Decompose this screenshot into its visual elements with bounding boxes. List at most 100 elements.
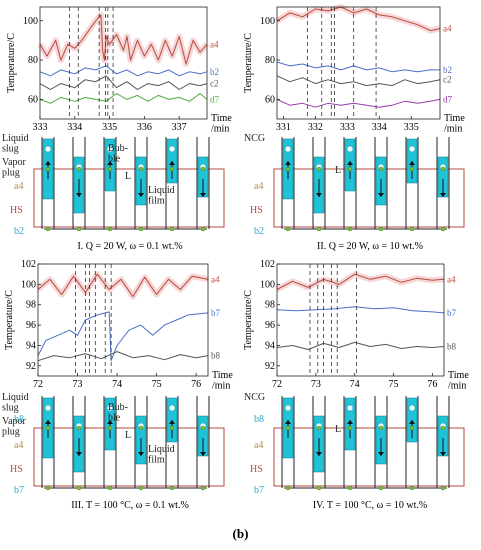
sensor-dot	[45, 425, 51, 431]
x-tick-label-3: 336	[137, 122, 152, 133]
legend-label-b8: b8	[211, 351, 221, 361]
flow-arrow-head	[409, 161, 415, 165]
legend-label-c2: c2	[210, 79, 219, 89]
y-tick-label-1: 80	[265, 55, 275, 66]
series-line-a4	[39, 14, 208, 65]
series-line-b7	[37, 311, 209, 362]
flow-arrow-head	[285, 161, 291, 165]
flow-arrow-head	[316, 452, 322, 456]
x-axis-label: Time/min	[444, 113, 465, 135]
sensor-dot	[440, 425, 446, 431]
bubble	[44, 145, 52, 153]
sensor-dot	[45, 226, 51, 232]
plot-frame	[276, 263, 445, 377]
annotation-4: b8	[254, 414, 264, 425]
annotation-1: L	[335, 424, 341, 435]
flow-arrow-head	[378, 452, 384, 456]
sensor-dot	[378, 166, 384, 172]
annotation-6: HS	[10, 205, 23, 216]
y-tick-label-0: 60	[28, 94, 38, 105]
x-tick-label-4: 335	[404, 122, 419, 133]
sensor-dot	[138, 425, 144, 431]
bubble	[284, 404, 292, 412]
bubble	[44, 404, 52, 412]
sensor-dot	[169, 485, 175, 491]
flow-arrow-head	[138, 452, 144, 456]
annotation-7: b8	[14, 414, 24, 425]
x-tick-label-1: 73	[311, 379, 321, 390]
heat-section-frame	[273, 168, 465, 228]
sensor-dot	[316, 485, 322, 491]
x-tick-label-2: 333	[340, 122, 355, 133]
annotation-0: NCG	[244, 133, 265, 144]
bubble	[168, 404, 176, 412]
flow-arrow-head	[138, 193, 144, 197]
sensor-dot	[378, 485, 384, 491]
bubble	[284, 145, 292, 153]
bubble	[168, 145, 176, 153]
bubble	[346, 404, 354, 412]
series-line-d7	[39, 93, 208, 104]
flow-arrow-head	[200, 452, 206, 456]
flow-arrow-head	[76, 452, 82, 456]
annotation-1: Vapor plug	[2, 416, 27, 438]
annotation-2: a4	[254, 181, 263, 192]
sensor-dot	[440, 226, 446, 232]
annotation-3: HS	[250, 205, 263, 216]
y-tick-label-1: 94	[26, 340, 36, 351]
sensor-dot	[347, 226, 353, 232]
series-line-b2	[276, 61, 440, 73]
sensor-dot	[200, 226, 206, 232]
annotation-0: Liquid slug	[2, 392, 29, 414]
legend-label-d7: d7	[210, 94, 220, 104]
sensor-dot	[285, 425, 291, 431]
series-band-a4	[37, 11, 210, 67]
annotation-2: Bub-ble	[108, 143, 128, 165]
annotation-5: a4	[14, 440, 23, 451]
bubble	[408, 404, 416, 412]
sensor-dot	[76, 485, 82, 491]
x-axis-label: Time/min	[448, 370, 469, 392]
x-tick-label-4: 76	[191, 379, 201, 390]
annotation-5: a4	[14, 181, 23, 192]
series-band-a4	[36, 271, 209, 300]
flow-arrow-head	[76, 193, 82, 197]
sensor-dot	[285, 166, 291, 172]
series-line-d7	[276, 98, 441, 108]
x-tick-label-3: 75	[389, 379, 399, 390]
sensor-dot	[76, 226, 82, 232]
x-tick-label-3: 334	[372, 122, 387, 133]
x-axis-label: Time/min	[211, 113, 232, 135]
sensor-dot	[316, 166, 322, 172]
panel-caption: I. Q = 20 W, ω = 0.1 wt.%	[77, 241, 182, 252]
legend-label-b8: b8	[447, 341, 457, 351]
x-tick-label-0: 331	[276, 122, 291, 133]
y-tick-label-0: 60	[265, 94, 275, 105]
sensor-dot	[107, 425, 113, 431]
annotation-8: b7	[14, 485, 24, 496]
series-line-b7	[276, 306, 445, 314]
y-tick-label-5: 102	[21, 259, 36, 270]
x-tick-label-2: 74	[350, 379, 360, 390]
legend-label-b7: b7	[211, 308, 221, 318]
sensor-dot	[138, 166, 144, 172]
bubble	[346, 145, 354, 153]
plot-frame	[37, 263, 209, 377]
y-tick-label-2: 96	[26, 320, 36, 331]
flow-arrow-head	[409, 420, 415, 424]
annotation-4: Liquid film	[148, 185, 175, 207]
annotation-2: a4	[254, 440, 263, 451]
annotation-1: L	[335, 165, 341, 176]
series-line-a4	[276, 273, 445, 290]
sensor-dot	[107, 166, 113, 172]
sensor-dot	[347, 485, 353, 491]
x-tick-label-1: 73	[73, 379, 83, 390]
series-line-b2	[39, 65, 208, 77]
flow-arrow-head	[440, 193, 446, 197]
sensor-dot	[138, 485, 144, 491]
panel-caption: II. Q = 20 W, ω = 10 wt.%	[317, 241, 423, 252]
sensor-dot	[169, 425, 175, 431]
